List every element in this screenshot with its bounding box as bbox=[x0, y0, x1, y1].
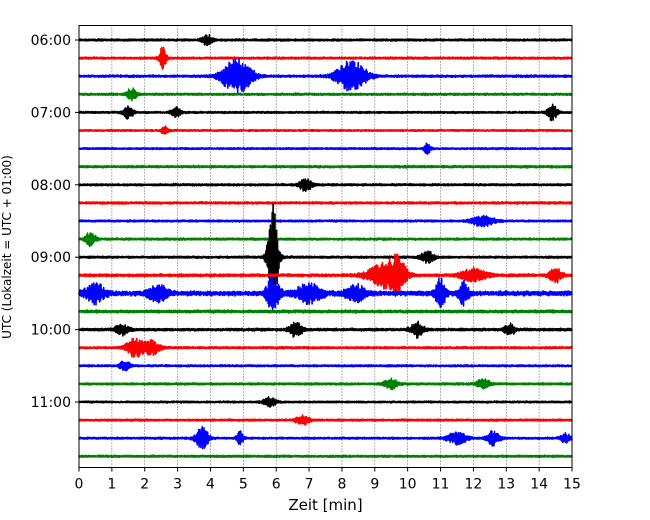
trace-line bbox=[78, 425, 573, 450]
x-tick-label: 3 bbox=[173, 477, 182, 493]
seismic-traces bbox=[78, 33, 573, 459]
y-tick-label: 09:00 bbox=[31, 250, 71, 266]
y-tick-label: 10:00 bbox=[31, 323, 71, 339]
x-tick-label: 13 bbox=[497, 477, 515, 493]
trace-line bbox=[78, 396, 573, 408]
trace-line bbox=[78, 377, 573, 391]
x-axis-label: Zeit [min] bbox=[288, 496, 362, 514]
trace-line bbox=[78, 142, 573, 155]
plot-frame bbox=[78, 25, 573, 468]
trace-line bbox=[78, 232, 573, 248]
x-tick-label: 8 bbox=[337, 477, 346, 493]
y-tick-label: 11:00 bbox=[31, 395, 71, 411]
y-axis-ticks: 06:00 07:00 08:00 09:00 10:00 11:00 bbox=[31, 33, 79, 411]
x-tick-label: 9 bbox=[370, 477, 379, 493]
trace-line bbox=[78, 253, 573, 296]
trace-line bbox=[78, 33, 573, 47]
y-axis-label: UTC (Lokalzeit = UTC + 01:00) bbox=[0, 155, 14, 339]
trace-line bbox=[78, 164, 573, 169]
trace-line bbox=[78, 200, 573, 205]
y-tick-label: 06:00 bbox=[31, 33, 71, 49]
trace-line bbox=[78, 360, 573, 372]
trace-line bbox=[78, 414, 573, 426]
x-tick-label: 4 bbox=[206, 477, 215, 493]
trace-line bbox=[78, 276, 573, 311]
x-tick-label: 12 bbox=[464, 477, 482, 493]
x-tick-label: 1 bbox=[107, 477, 116, 493]
x-tick-label: 0 bbox=[75, 477, 84, 493]
x-tick-label: 11 bbox=[432, 477, 450, 493]
x-tick-label: 10 bbox=[399, 477, 417, 493]
trace-line bbox=[78, 178, 573, 192]
trace-line bbox=[78, 46, 573, 70]
trace-line bbox=[78, 214, 573, 228]
x-tick-label: 15 bbox=[563, 477, 581, 493]
trace-line bbox=[78, 309, 573, 314]
x-axis-ticks: 0 1 2 3 4 5 6 7 8 9 10 11 12 13 14 15 bbox=[75, 467, 581, 493]
trace-line bbox=[78, 103, 573, 122]
x-tick-label: 2 bbox=[140, 477, 149, 493]
trace-line bbox=[78, 337, 573, 358]
x-tick-label: 14 bbox=[530, 477, 548, 493]
trace-line bbox=[78, 320, 573, 340]
trace-line bbox=[78, 87, 573, 102]
x-tick-label: 5 bbox=[239, 477, 248, 493]
x-tick-label: 7 bbox=[305, 477, 314, 493]
y-tick-label: 07:00 bbox=[31, 105, 71, 121]
trace-line bbox=[78, 125, 573, 135]
y-tick-label: 08:00 bbox=[31, 178, 71, 194]
trace-line bbox=[78, 454, 573, 459]
trace-line bbox=[78, 203, 573, 301]
x-tick-label: 6 bbox=[272, 477, 281, 493]
trace-line bbox=[78, 57, 573, 96]
